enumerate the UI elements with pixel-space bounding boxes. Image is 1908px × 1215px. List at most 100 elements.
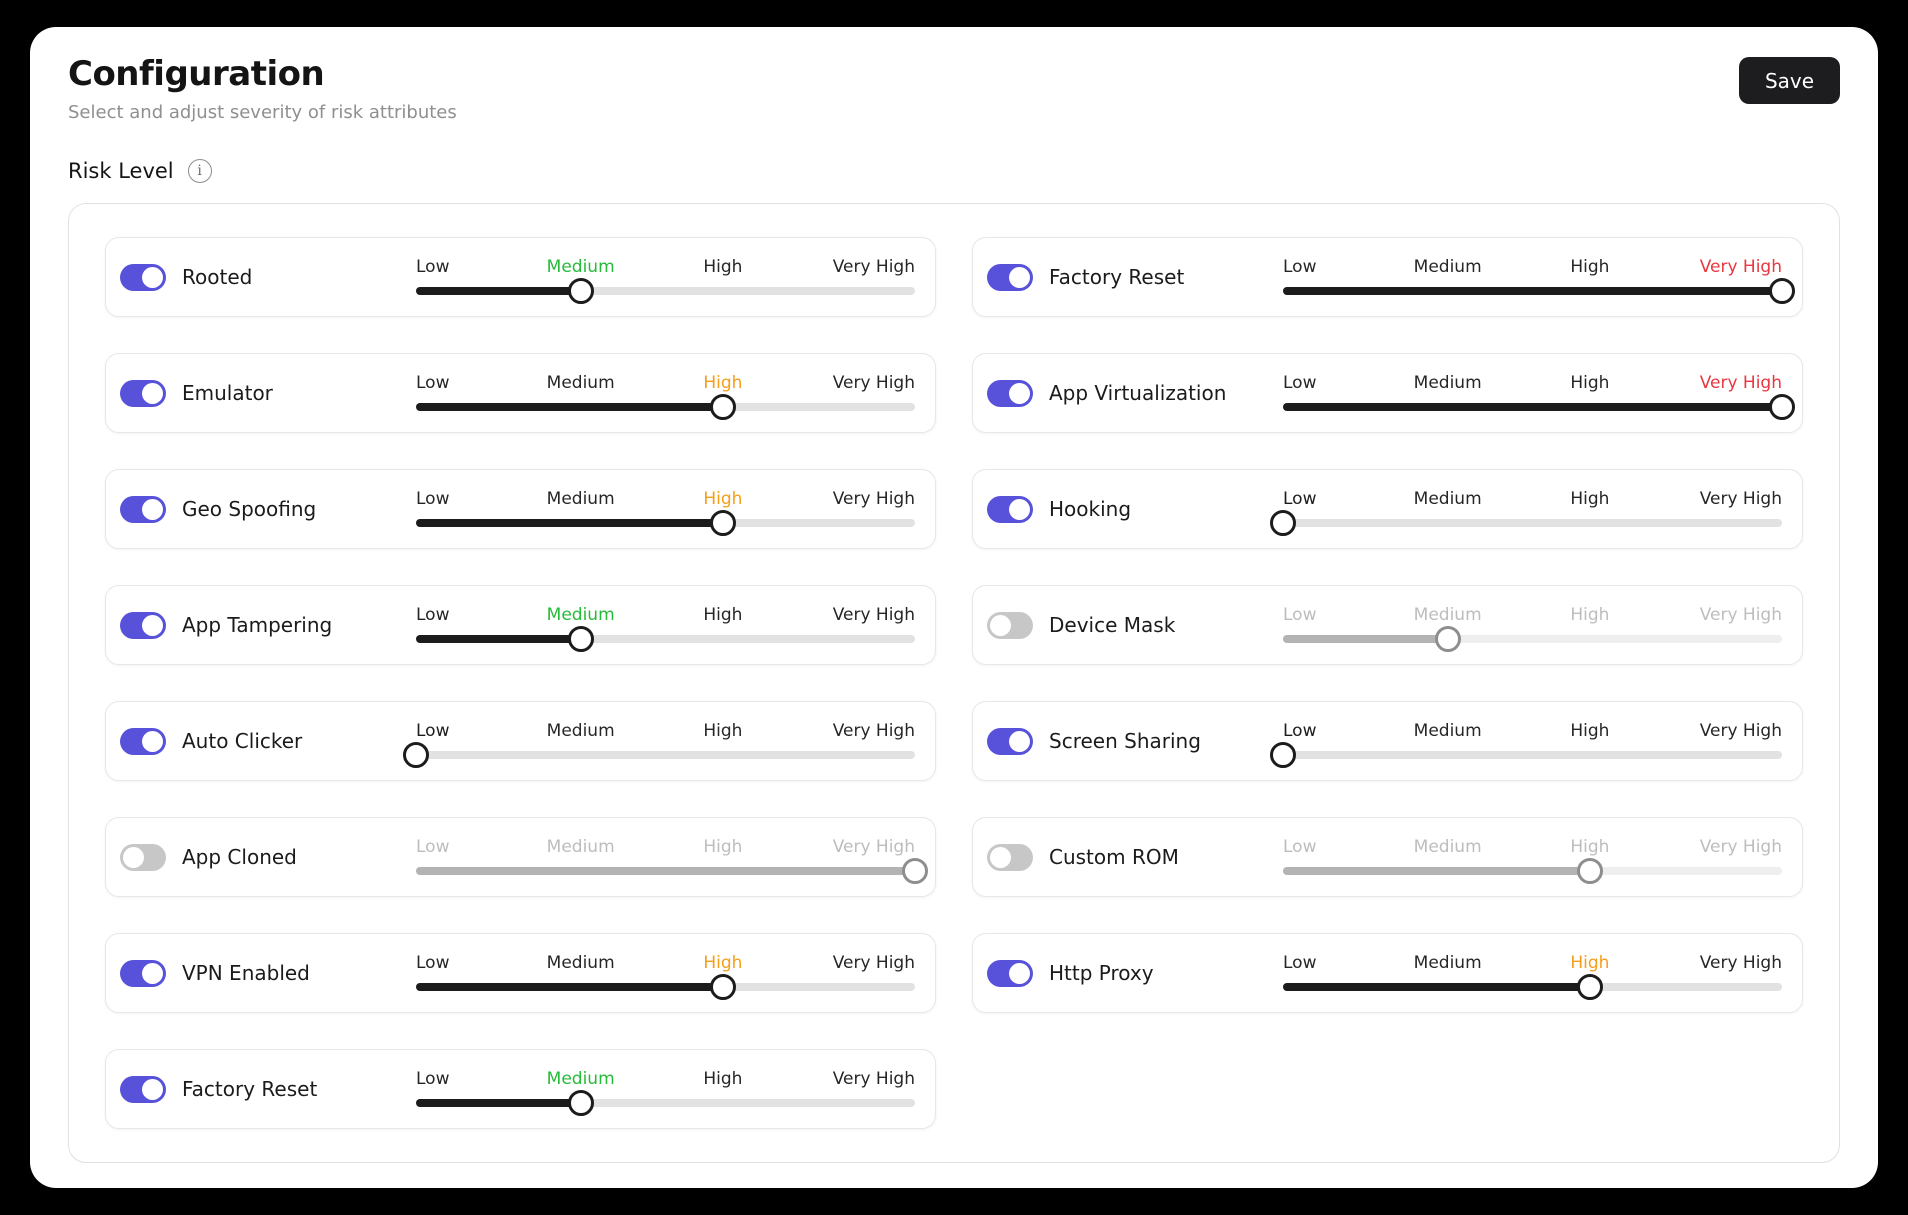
risk-row: VPN Enabled Low Medium High Very High: [105, 933, 936, 1013]
slider-labels: Low Medium High Very High: [1283, 257, 1782, 281]
risk-attribute-label: Factory Reset: [1049, 265, 1185, 289]
slider-track[interactable]: [416, 510, 915, 536]
slider-thumb[interactable]: [902, 858, 928, 884]
slider-label-high: High: [703, 373, 743, 393]
risk-level-label: Risk Level: [68, 159, 174, 183]
severity-slider[interactable]: Low Medium High Very High: [416, 489, 915, 536]
severity-slider[interactable]: Low Medium High Very High: [1283, 837, 1782, 884]
slider-thumb[interactable]: [1576, 974, 1603, 1000]
slider-thumb[interactable]: [1270, 742, 1296, 768]
slider-track[interactable]: [1283, 974, 1782, 1000]
risk-row-left: Emulator: [120, 379, 416, 407]
slider-labels: Low Medium High Very High: [416, 489, 915, 513]
slider-thumb[interactable]: [1270, 510, 1296, 536]
slider-track[interactable]: [416, 394, 915, 420]
severity-slider[interactable]: Low Medium High Very High: [1270, 721, 1782, 768]
slider-track[interactable]: [403, 742, 915, 768]
toggle-switch[interactable]: [120, 843, 166, 871]
slider-label-low: Low: [416, 605, 450, 625]
slider-label-low: Low: [416, 373, 450, 393]
slider-thumb[interactable]: [1434, 626, 1461, 652]
slider-label-high: High: [703, 605, 743, 625]
slider-track[interactable]: [1283, 626, 1782, 652]
toggle-switch[interactable]: [120, 727, 166, 755]
toggle-switch[interactable]: [987, 263, 1033, 291]
toggle-switch[interactable]: [987, 495, 1033, 523]
severity-slider[interactable]: Low Medium High Very High: [416, 257, 915, 304]
risk-attribute-label: App Virtualization: [1049, 381, 1227, 405]
toggle-switch[interactable]: [987, 727, 1033, 755]
risk-attribute-label: Custom ROM: [1049, 845, 1179, 869]
slider-fill: [416, 519, 723, 527]
slider-thumb[interactable]: [709, 510, 736, 536]
slider-thumb[interactable]: [1769, 394, 1795, 420]
slider-track[interactable]: [1283, 278, 1795, 304]
severity-slider[interactable]: Low Medium High Very High: [1270, 489, 1782, 536]
risk-row-left: App Cloned: [120, 843, 416, 871]
slider-track[interactable]: [416, 278, 915, 304]
toggle-knob: [123, 846, 144, 868]
risk-attribute-label: VPN Enabled: [182, 961, 310, 985]
risk-attribute-label: Auto Clicker: [182, 729, 303, 753]
slider-track[interactable]: [416, 858, 928, 884]
slider-label-high: High: [703, 1069, 743, 1089]
severity-slider[interactable]: Low Medium High Very High: [416, 373, 915, 420]
slider-track[interactable]: [416, 1090, 915, 1116]
slider-track[interactable]: [1270, 510, 1782, 536]
toggle-switch[interactable]: [120, 611, 166, 639]
toggle-knob: [142, 266, 163, 288]
slider-track[interactable]: [1283, 858, 1782, 884]
slider-label-very-high: Very High: [1699, 373, 1782, 393]
slider-thumb[interactable]: [709, 394, 736, 420]
slider-label-very-high: Very High: [832, 489, 915, 509]
slider-label-high: High: [703, 837, 743, 857]
slider-label-high: High: [703, 489, 743, 509]
slider-thumb[interactable]: [709, 974, 736, 1000]
severity-slider[interactable]: Low Medium High Very High: [1283, 373, 1795, 420]
severity-slider[interactable]: Low Medium High Very High: [1283, 257, 1795, 304]
severity-slider[interactable]: Low Medium High Very High: [416, 605, 915, 652]
slider-thumb[interactable]: [403, 742, 429, 768]
slider-track[interactable]: [416, 974, 915, 1000]
slider-fill: [416, 867, 915, 875]
toggle-switch[interactable]: [987, 611, 1033, 639]
toggle-knob: [1009, 382, 1030, 404]
severity-slider[interactable]: Low Medium High Very High: [1283, 953, 1782, 1000]
slider-thumb[interactable]: [1769, 278, 1795, 304]
slider-fill: [1283, 867, 1590, 875]
slider-track[interactable]: [1270, 742, 1782, 768]
severity-slider[interactable]: Low Medium High Very High: [416, 953, 915, 1000]
slider-track[interactable]: [416, 626, 915, 652]
toggle-switch[interactable]: [120, 263, 166, 291]
severity-slider[interactable]: Low Medium High Very High: [416, 837, 928, 884]
risk-row-left: Factory Reset: [120, 1075, 416, 1103]
save-button[interactable]: Save: [1739, 57, 1840, 104]
toggle-switch[interactable]: [120, 495, 166, 523]
slider-label-low: Low: [1283, 837, 1317, 857]
toggle-switch[interactable]: [987, 843, 1033, 871]
slider-fill: [416, 1099, 581, 1107]
risk-column-right: Factory Reset Low Medium High Very High …: [972, 237, 1803, 1013]
slider-thumb[interactable]: [1576, 858, 1603, 884]
slider-label-very-high: Very High: [1699, 953, 1782, 973]
toggle-switch[interactable]: [120, 959, 166, 987]
slider-thumb[interactable]: [567, 1090, 594, 1116]
risk-attribute-label: Device Mask: [1049, 613, 1176, 637]
info-icon[interactable]: i: [187, 159, 212, 183]
risk-row: Geo Spoofing Low Medium High Very High: [105, 469, 936, 549]
severity-slider[interactable]: Low Medium High Very High: [416, 1069, 915, 1116]
slider-track[interactable]: [1283, 394, 1795, 420]
toggle-switch[interactable]: [120, 1075, 166, 1103]
risk-row: Screen Sharing Low Medium High Very High: [972, 701, 1803, 781]
toggle-switch[interactable]: [120, 379, 166, 407]
toggle-switch[interactable]: [987, 959, 1033, 987]
risk-row-left: Hooking: [987, 495, 1283, 523]
slider-label-low: Low: [1283, 257, 1317, 277]
slider-thumb[interactable]: [567, 278, 594, 304]
severity-slider[interactable]: Low Medium High Very High: [1283, 605, 1782, 652]
severity-slider[interactable]: Low Medium High Very High: [403, 721, 915, 768]
slider-label-high: High: [1570, 605, 1610, 625]
slider-thumb[interactable]: [567, 626, 594, 652]
toggle-switch[interactable]: [987, 379, 1033, 407]
slider-labels: Low Medium High Very High: [416, 257, 915, 281]
